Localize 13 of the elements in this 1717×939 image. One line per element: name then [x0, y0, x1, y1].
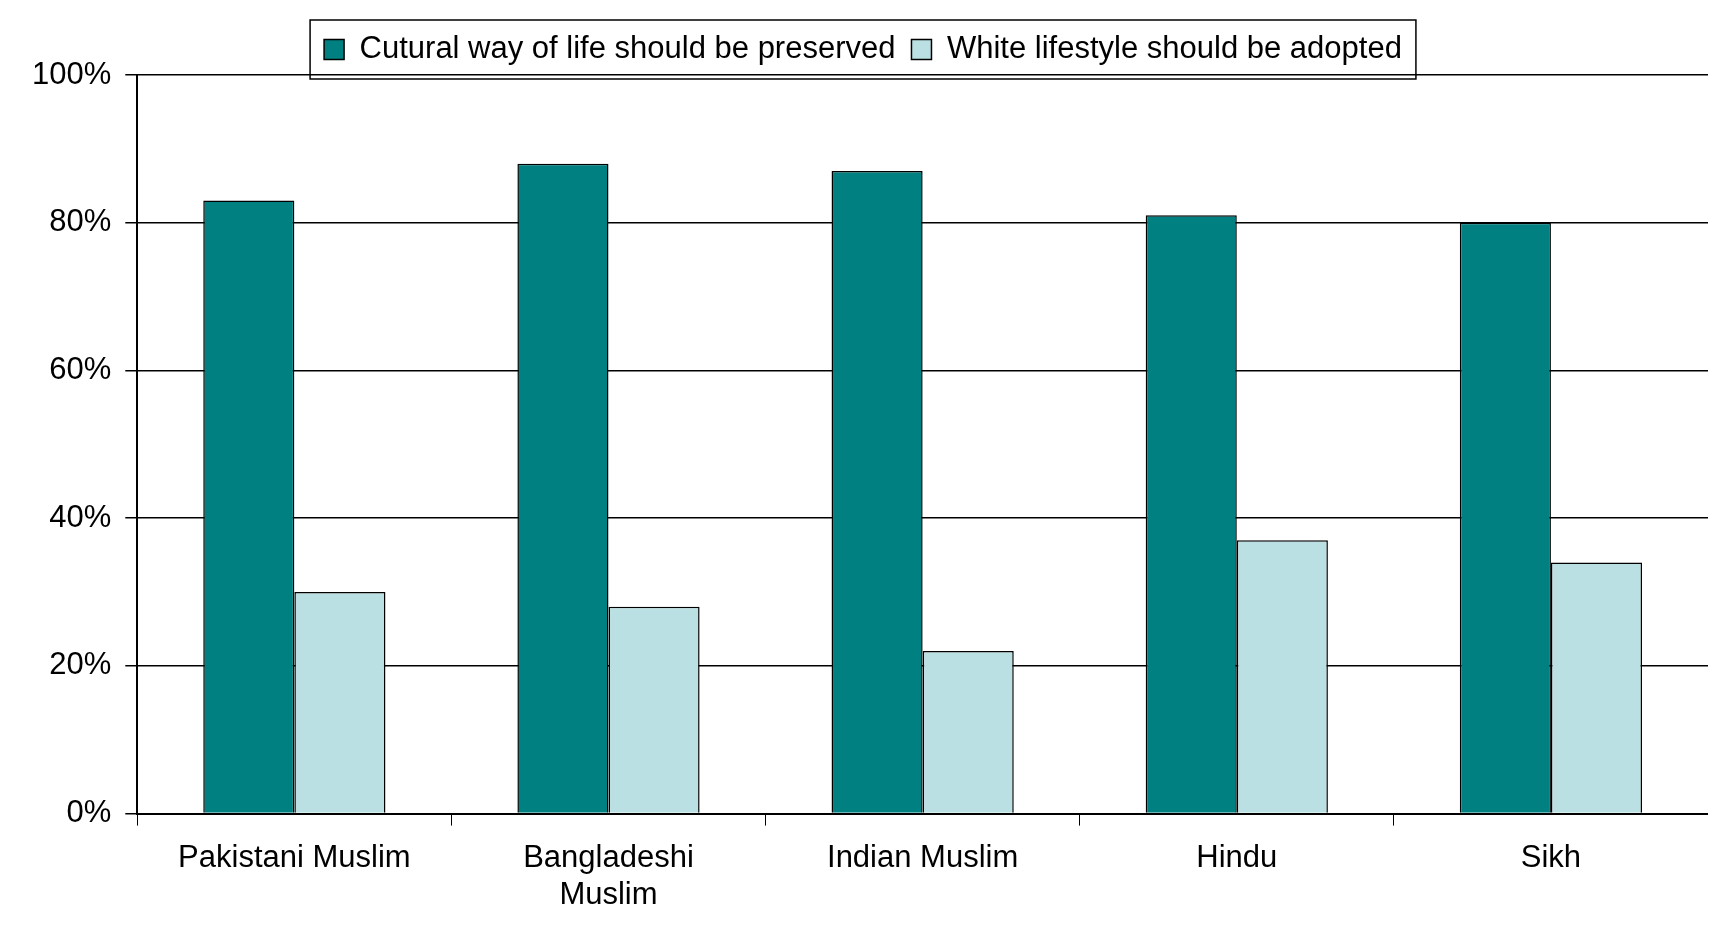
y-tick-label: 20%: [49, 646, 112, 682]
legend-label: White lifestyle should be adopted: [946, 30, 1402, 66]
y-tick-label: 80%: [49, 203, 112, 239]
x-tick-label: Indian Muslim: [827, 838, 1019, 874]
x-tick-label: Sikh: [1520, 838, 1582, 874]
legend-label: Cutural way of life should be preserved: [359, 30, 896, 66]
x-tick-label: Bangladeshi Muslim: [523, 838, 694, 911]
y-tick-label: 40%: [49, 498, 112, 534]
y-tick-label: 60%: [49, 350, 112, 386]
x-tick-label: Pakistani Muslim: [178, 838, 411, 874]
y-tick-label: 100%: [31, 55, 112, 91]
x-tick-label: Hindu: [1196, 838, 1278, 874]
y-tick-label: 0%: [66, 794, 112, 830]
